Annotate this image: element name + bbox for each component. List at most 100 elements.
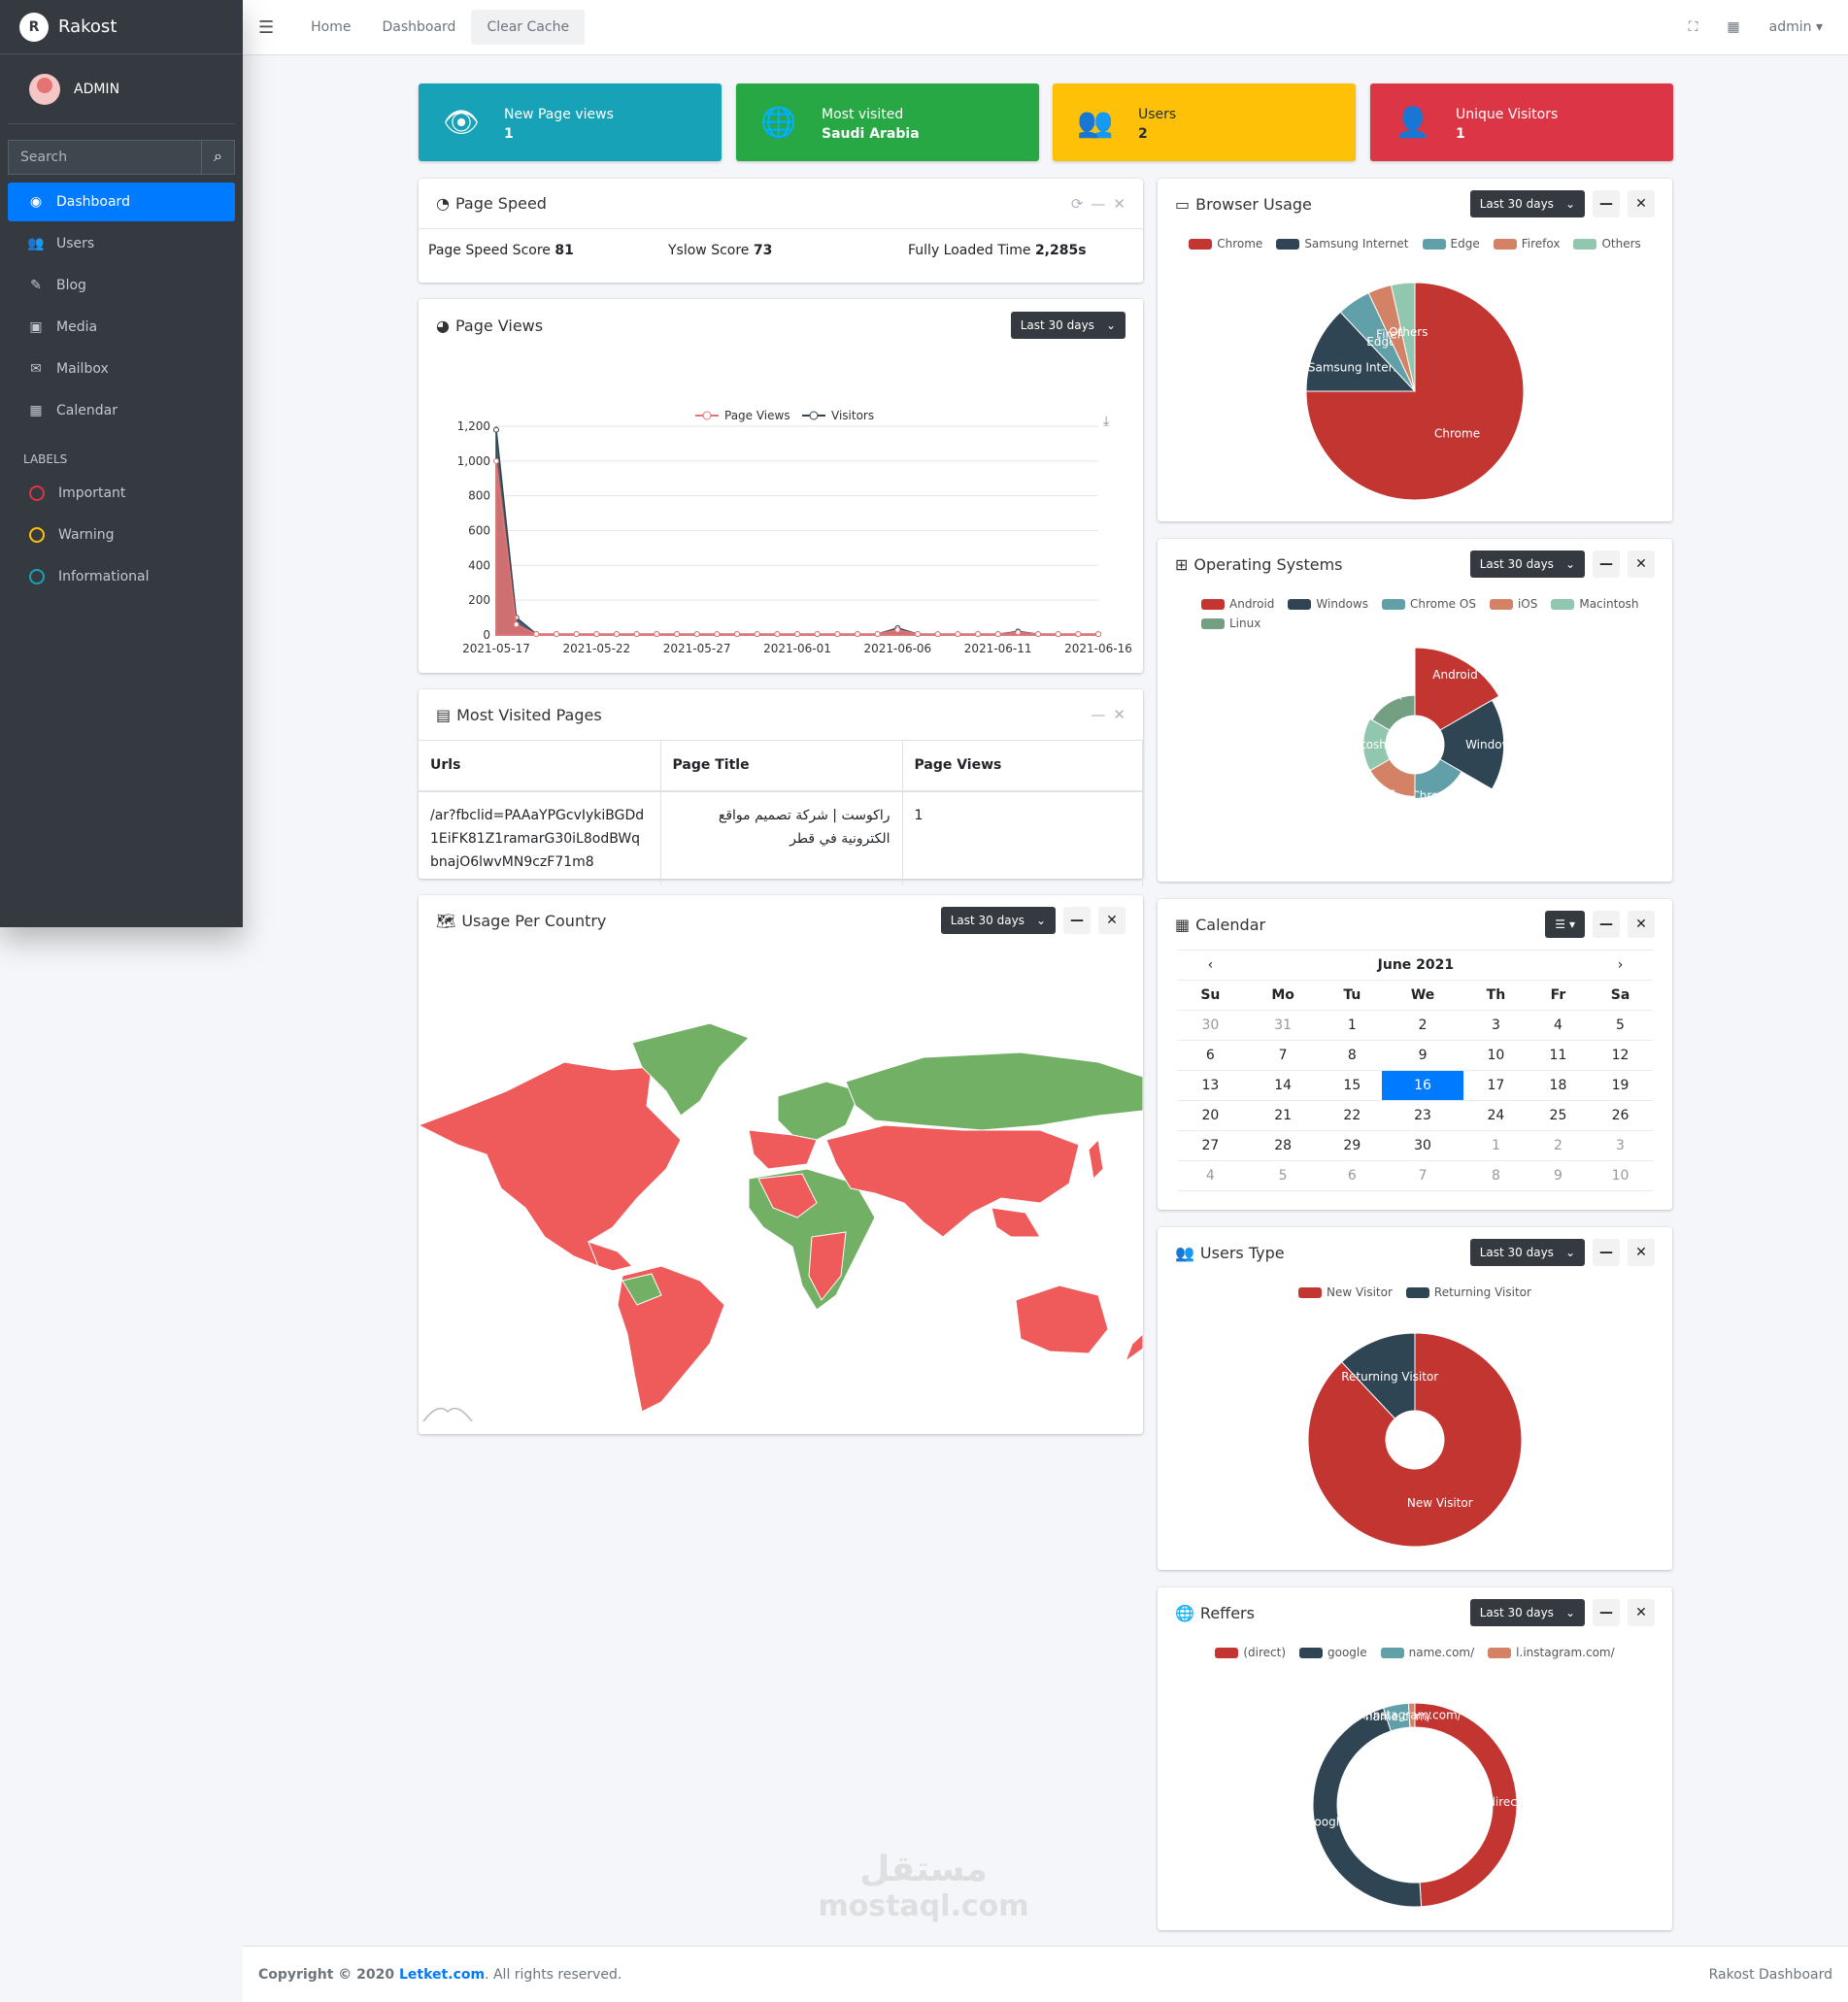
data-point[interactable] [654, 631, 660, 638]
data-point[interactable] [874, 631, 881, 638]
menu-toggle-icon[interactable]: ☰ [258, 17, 275, 38]
calendar-day[interactable]: 28 [1243, 1130, 1323, 1161]
legend-item[interactable]: l.instagram.com/ [1488, 1646, 1615, 1659]
close-button[interactable]: ✕ [1628, 1599, 1655, 1626]
range-select[interactable]: Last 30 days ⌄ [1010, 312, 1126, 339]
data-point[interactable] [975, 631, 981, 638]
minimize-button[interactable]: — [1593, 1599, 1620, 1626]
calendar-day[interactable]: 27 [1177, 1130, 1244, 1161]
user-panel[interactable]: ADMIN [8, 54, 235, 124]
label-warning[interactable]: Warning [8, 516, 235, 554]
refresh-icon[interactable]: ⟳ [1070, 194, 1084, 213]
close-button[interactable]: ✕ [1628, 911, 1655, 938]
data-point[interactable] [633, 631, 640, 638]
data-point[interactable] [814, 631, 821, 638]
calendar-day[interactable]: 12 [1588, 1040, 1653, 1071]
legend-label[interactable]: Page Views [724, 409, 790, 422]
pie-slice[interactable] [1362, 717, 1391, 772]
data-point[interactable] [593, 631, 600, 638]
calendar-day[interactable]: 14 [1243, 1070, 1323, 1101]
pie-slice[interactable] [1414, 1702, 1518, 1908]
grid-icon[interactable]: ▦ [1727, 19, 1740, 35]
legend-item[interactable]: iOS [1489, 597, 1537, 611]
data-point[interactable] [955, 631, 961, 638]
legend-item[interactable]: Returning Visitor [1405, 1285, 1531, 1299]
data-point[interactable] [855, 631, 860, 638]
data-point[interactable] [674, 631, 680, 638]
pie-slice[interactable] [1407, 1702, 1416, 1728]
close-button[interactable]: ✕ [1628, 551, 1655, 578]
close-button[interactable]: ✕ [1628, 1239, 1655, 1266]
legend-item[interactable]: Samsung Internet [1276, 237, 1409, 250]
calendar-day[interactable]: 22 [1322, 1100, 1383, 1131]
pie-slice[interactable] [1414, 758, 1462, 800]
legend-item[interactable]: Edge [1422, 237, 1480, 250]
range-select[interactable]: Last 30 days ⌄ [940, 907, 1056, 934]
data-point[interactable] [614, 631, 620, 638]
sidebar-item-blog[interactable]: ✎ Blog [8, 266, 235, 305]
data-point[interactable] [693, 631, 700, 638]
calendar-day[interactable]: 16 [1382, 1070, 1463, 1101]
calendar-day[interactable]: 30 [1177, 1010, 1244, 1041]
calendar-day[interactable]: 5 [1243, 1160, 1323, 1191]
calendar-day[interactable]: 10 [1462, 1040, 1529, 1071]
sidebar-item-mailbox[interactable]: ✉ Mailbox [8, 350, 235, 388]
next-month-icon[interactable]: › [1588, 950, 1653, 981]
legend-item[interactable]: Linux [1201, 617, 1260, 630]
pie-slice[interactable] [1307, 1332, 1523, 1548]
calendar-day[interactable]: 1 [1322, 1010, 1383, 1041]
calendar-menu-button[interactable]: ☰ ▾ [1545, 911, 1585, 938]
close-icon[interactable]: ✕ [1113, 706, 1126, 723]
calendar-month[interactable]: June 2021 [1243, 950, 1589, 981]
calendar-day[interactable]: 2 [1382, 1010, 1463, 1041]
close-button[interactable]: ✕ [1628, 190, 1655, 217]
calendar-day[interactable]: 29 [1322, 1130, 1383, 1161]
calendar-day[interactable]: 30 [1382, 1130, 1463, 1161]
legend-item[interactable]: Macintosh [1551, 597, 1639, 611]
close-icon[interactable]: ✕ [1113, 194, 1126, 213]
prev-month-icon[interactable]: ‹ [1177, 950, 1244, 981]
sidebar-item-media[interactable]: ▣ Media [8, 308, 235, 347]
pie-slice[interactable] [1390, 282, 1416, 392]
calendar-day[interactable]: 9 [1528, 1160, 1589, 1191]
legend-label[interactable]: Visitors [831, 409, 874, 422]
calendar-day[interactable]: 31 [1243, 1010, 1323, 1041]
calendar-day[interactable]: 1 [1462, 1130, 1529, 1161]
pie-slice[interactable] [1369, 758, 1416, 797]
range-select[interactable]: Last 30 days ⌄ [1469, 190, 1585, 217]
close-button[interactable]: ✕ [1098, 907, 1126, 934]
user-menu[interactable]: admin ▾ [1768, 19, 1823, 35]
data-point[interactable] [1015, 629, 1022, 636]
sidebar-item-calendar[interactable]: ▦ Calendar [8, 391, 235, 430]
data-point[interactable] [994, 631, 1001, 638]
data-point[interactable] [1095, 631, 1101, 638]
nav-dashboard-link[interactable]: Dashboard [382, 19, 456, 35]
data-point[interactable] [1075, 631, 1082, 638]
data-point[interactable] [1055, 631, 1061, 638]
data-point[interactable] [493, 457, 499, 464]
fullscreen-icon[interactable]: ⛶ [1688, 19, 1698, 35]
download-icon[interactable]: ⤓ [1103, 414, 1109, 429]
data-point[interactable] [493, 426, 499, 433]
calendar-day[interactable]: 7 [1243, 1040, 1323, 1071]
data-point[interactable] [934, 631, 941, 638]
minimize-button[interactable]: — [1593, 190, 1620, 217]
search-button[interactable]: ⌕ [202, 140, 235, 175]
clear-cache-button[interactable]: Clear Cache [471, 10, 586, 45]
sidebar-item-dashboard[interactable]: ◉ Dashboard [8, 183, 235, 221]
calendar-day[interactable]: 20 [1177, 1100, 1244, 1131]
data-point[interactable] [754, 631, 760, 638]
range-select[interactable]: Last 30 days ⌄ [1469, 1239, 1585, 1266]
minimize-button[interactable]: — [1593, 551, 1620, 578]
minimize-icon[interactable]: — [1091, 706, 1106, 723]
calendar-day[interactable]: 8 [1462, 1160, 1529, 1191]
calendar-day[interactable]: 2 [1528, 1130, 1589, 1161]
calendar-day[interactable]: 11 [1528, 1040, 1589, 1071]
data-point[interactable] [573, 631, 580, 638]
calendar-day[interactable]: 6 [1177, 1040, 1244, 1071]
footer-site-link[interactable]: Letket.com [399, 1966, 486, 1983]
calendar-day[interactable]: 3 [1588, 1130, 1653, 1161]
calendar-day[interactable]: 25 [1528, 1100, 1589, 1131]
calendar-day[interactable]: 17 [1462, 1070, 1529, 1101]
legend-item[interactable]: New Visitor [1298, 1285, 1393, 1299]
